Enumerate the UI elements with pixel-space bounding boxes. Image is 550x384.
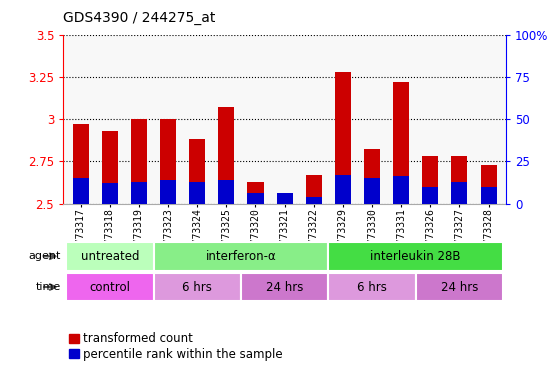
- Text: untreated: untreated: [81, 250, 139, 263]
- Bar: [393, 82, 409, 204]
- Bar: [364, 149, 380, 204]
- Bar: [306, 175, 322, 204]
- Bar: [422, 187, 438, 204]
- Bar: [131, 182, 147, 204]
- Bar: [481, 165, 497, 204]
- Bar: [393, 177, 409, 204]
- Bar: [218, 107, 234, 204]
- Bar: [189, 182, 205, 204]
- Bar: [452, 182, 467, 204]
- Text: interferon-α: interferon-α: [206, 250, 276, 263]
- Bar: [241, 273, 328, 301]
- Text: 24 hrs: 24 hrs: [441, 281, 478, 293]
- Text: 6 hrs: 6 hrs: [182, 281, 212, 293]
- Bar: [248, 182, 263, 204]
- Bar: [335, 175, 351, 204]
- Bar: [102, 131, 118, 204]
- Bar: [364, 178, 380, 204]
- Bar: [102, 183, 118, 204]
- Bar: [153, 273, 241, 301]
- Bar: [335, 72, 351, 204]
- Bar: [416, 273, 503, 301]
- Bar: [153, 242, 328, 271]
- Text: 6 hrs: 6 hrs: [357, 281, 387, 293]
- Text: GDS4390 / 244275_at: GDS4390 / 244275_at: [63, 11, 216, 25]
- Text: time: time: [35, 282, 60, 292]
- Bar: [73, 124, 89, 204]
- Text: agent: agent: [28, 251, 60, 262]
- Bar: [306, 197, 322, 204]
- Bar: [452, 156, 467, 204]
- Bar: [218, 180, 234, 204]
- Text: interleukin 28B: interleukin 28B: [371, 250, 461, 263]
- Bar: [481, 187, 497, 204]
- Text: 24 hrs: 24 hrs: [266, 281, 303, 293]
- Bar: [328, 273, 416, 301]
- Bar: [422, 156, 438, 204]
- Bar: [277, 192, 293, 204]
- Bar: [66, 273, 153, 301]
- Bar: [160, 119, 176, 204]
- Bar: [248, 194, 263, 204]
- Text: control: control: [89, 281, 130, 293]
- Bar: [189, 139, 205, 204]
- Legend: transformed count, percentile rank within the sample: transformed count, percentile rank withi…: [69, 332, 283, 361]
- Bar: [66, 242, 153, 271]
- Bar: [131, 119, 147, 204]
- Bar: [73, 178, 89, 204]
- Bar: [328, 242, 503, 271]
- Bar: [277, 200, 293, 204]
- Bar: [160, 180, 176, 204]
